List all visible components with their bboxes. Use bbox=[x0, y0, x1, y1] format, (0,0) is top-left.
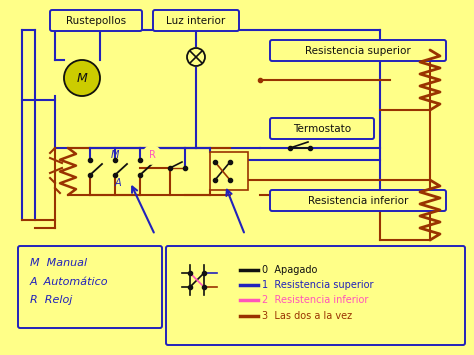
FancyBboxPatch shape bbox=[270, 118, 374, 139]
Text: R  Reloj: R Reloj bbox=[30, 295, 73, 305]
Text: 3  Las dos a la vez: 3 Las dos a la vez bbox=[262, 311, 352, 321]
Text: M: M bbox=[111, 150, 119, 160]
FancyBboxPatch shape bbox=[270, 190, 446, 211]
Text: Resistencia inferior: Resistencia inferior bbox=[308, 196, 408, 206]
Text: Termostato: Termostato bbox=[293, 124, 351, 133]
Text: Luz interior: Luz interior bbox=[166, 16, 226, 26]
Text: 2  Resistencia inferior: 2 Resistencia inferior bbox=[262, 295, 368, 305]
Text: 1  Resistencia superior: 1 Resistencia superior bbox=[262, 280, 374, 290]
Text: Rustepollos: Rustepollos bbox=[66, 16, 126, 26]
FancyBboxPatch shape bbox=[50, 10, 142, 31]
FancyBboxPatch shape bbox=[153, 10, 239, 31]
Text: Resistencia superior: Resistencia superior bbox=[305, 45, 411, 55]
FancyBboxPatch shape bbox=[18, 246, 162, 328]
FancyBboxPatch shape bbox=[270, 40, 446, 61]
FancyBboxPatch shape bbox=[166, 246, 465, 345]
Text: A  Automático: A Automático bbox=[30, 277, 109, 287]
Text: A: A bbox=[115, 178, 121, 188]
FancyBboxPatch shape bbox=[210, 152, 248, 190]
Text: M  Manual: M Manual bbox=[30, 258, 87, 268]
Text: 0  Apagado: 0 Apagado bbox=[262, 265, 318, 275]
Circle shape bbox=[143, 146, 161, 164]
Text: R: R bbox=[148, 150, 155, 160]
Circle shape bbox=[64, 60, 100, 96]
Text: M: M bbox=[77, 71, 87, 84]
Circle shape bbox=[187, 48, 205, 66]
